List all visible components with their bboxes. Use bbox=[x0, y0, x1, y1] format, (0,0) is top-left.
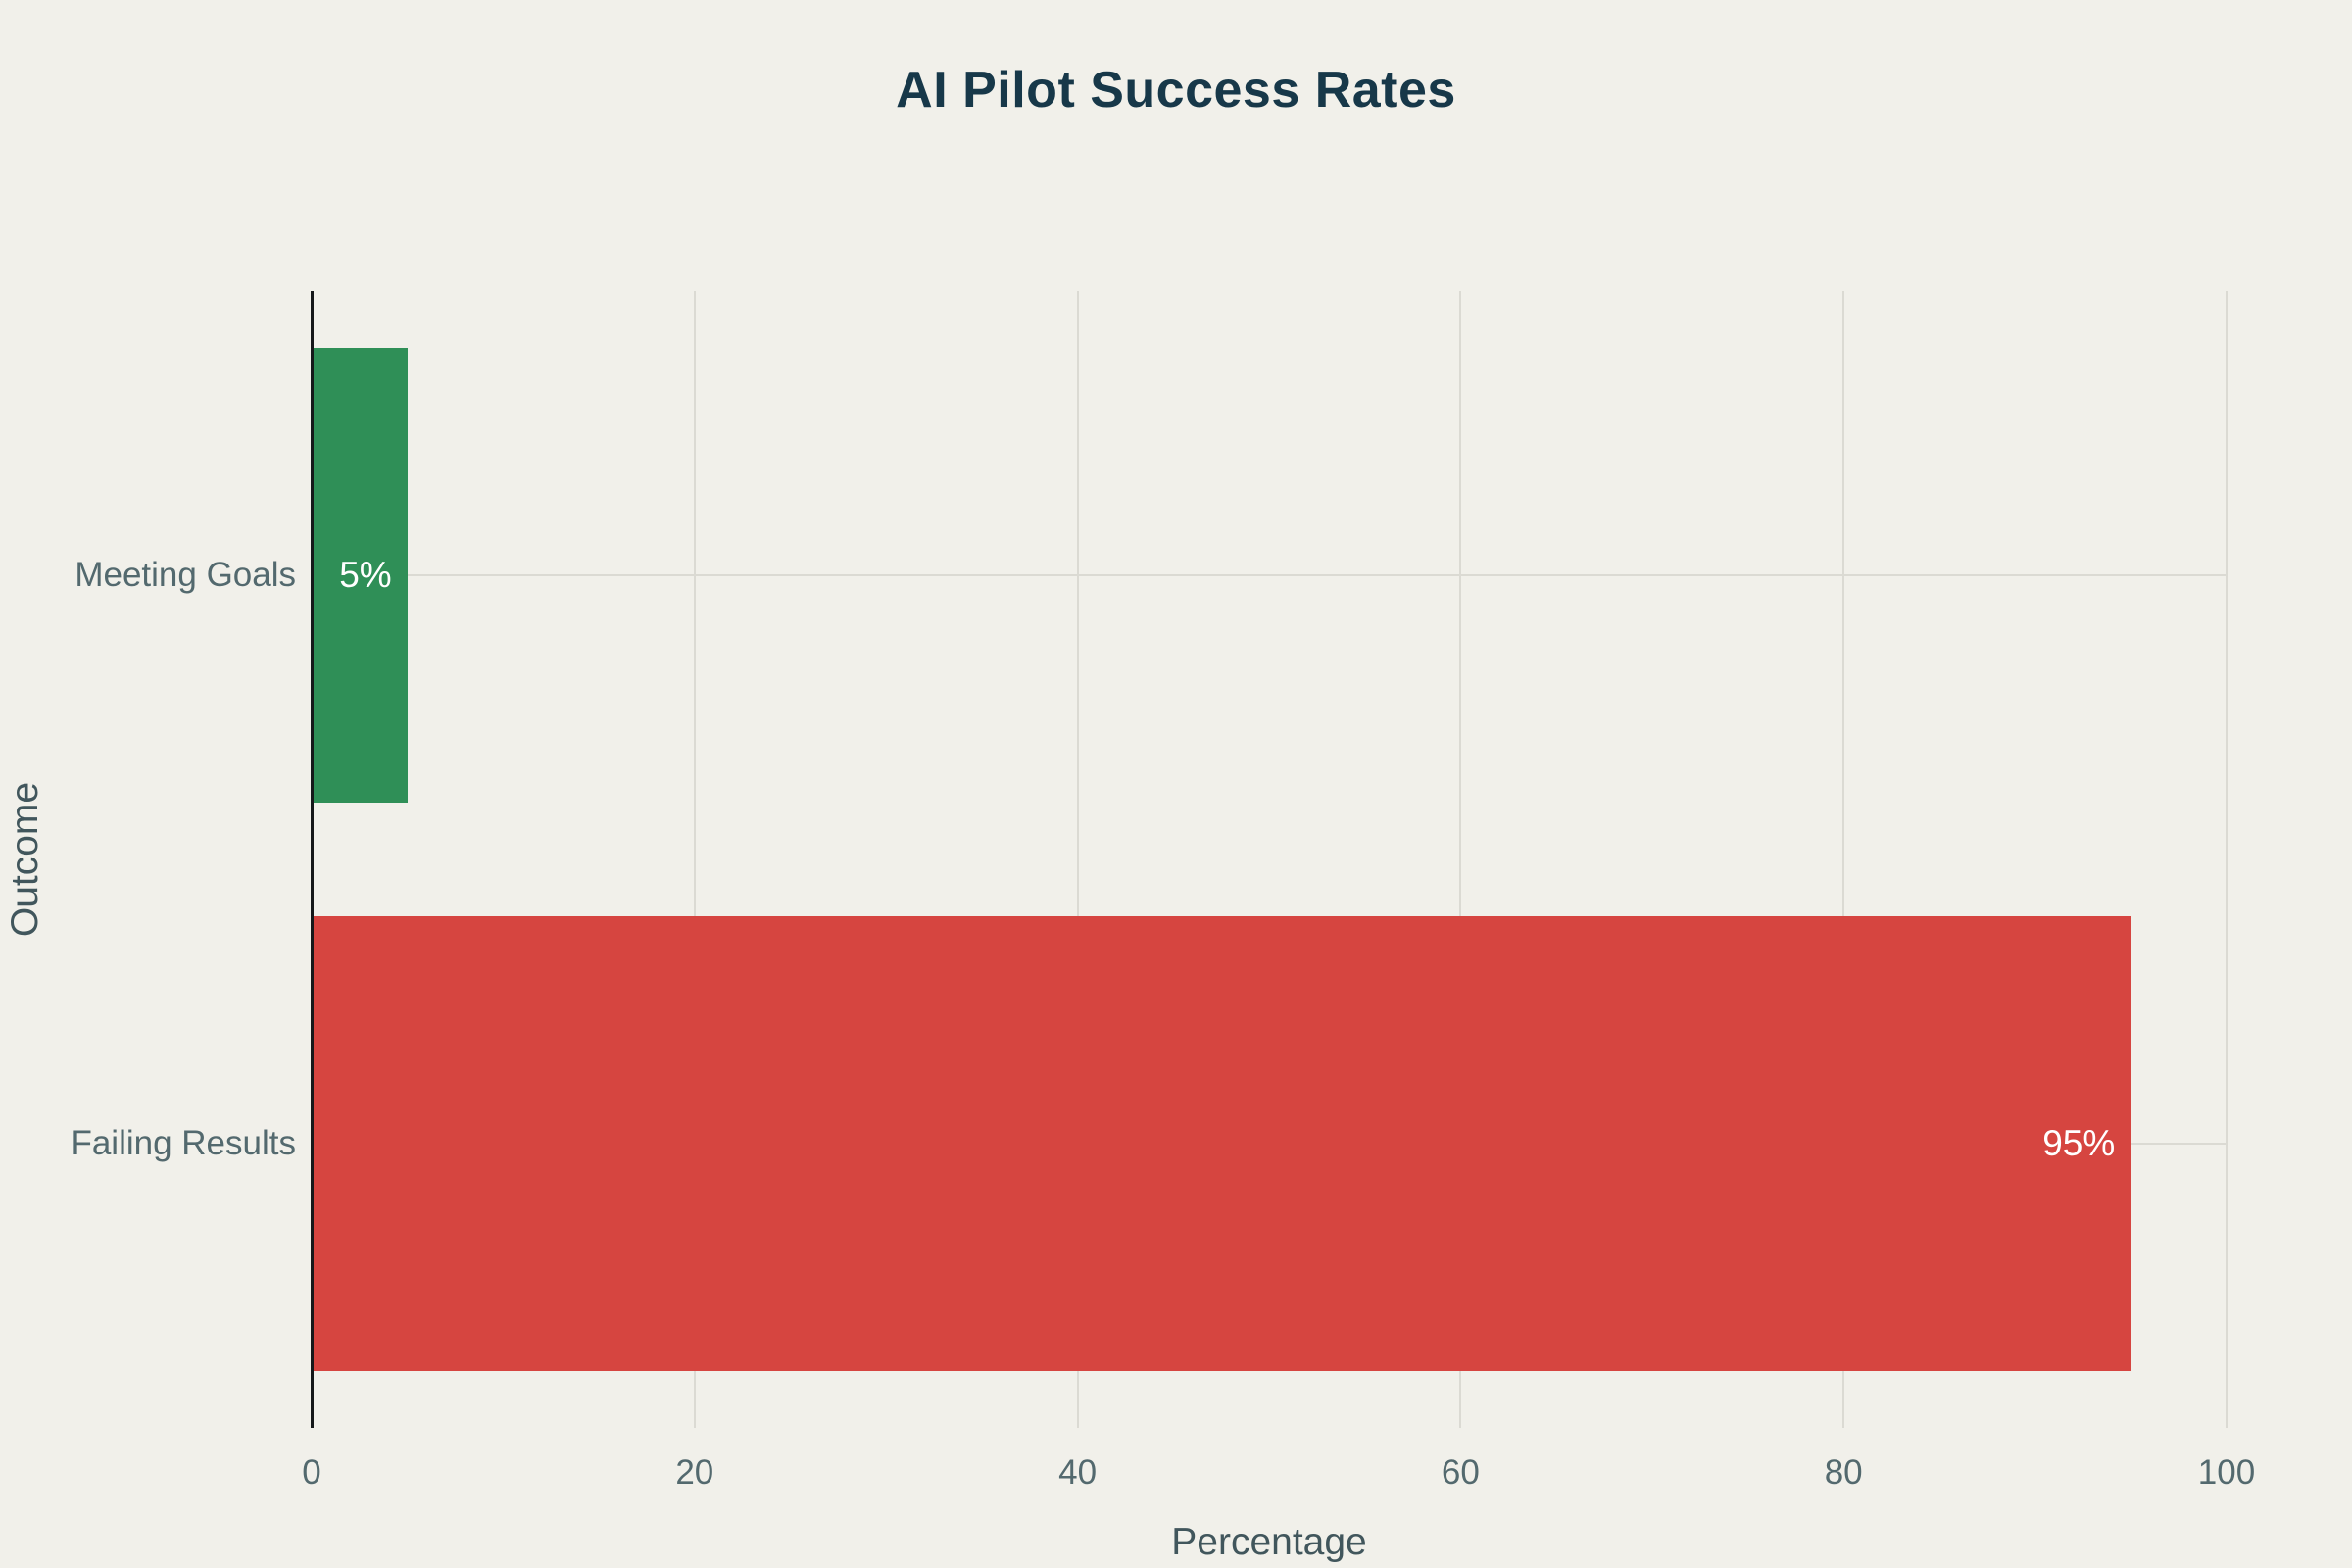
x-tick-label: 100 bbox=[2197, 1453, 2256, 1492]
vertical-gridline bbox=[1459, 291, 1462, 1428]
y-axis-title: Outcome bbox=[4, 781, 46, 938]
bar-value-label: 95% bbox=[2042, 1123, 2116, 1163]
chart-title: AI Pilot Success Rates bbox=[896, 62, 1456, 119]
vertical-gridline bbox=[1842, 291, 1845, 1428]
vertical-gridline bbox=[693, 291, 696, 1428]
x-tick-label: 20 bbox=[675, 1453, 714, 1492]
category-label: Failing Results bbox=[71, 1124, 296, 1162]
bar-value-label: 5% bbox=[339, 555, 392, 595]
bar: 95% bbox=[312, 916, 2132, 1371]
x-tick-label: 80 bbox=[1824, 1453, 1863, 1492]
vertical-gridline bbox=[1076, 291, 1079, 1428]
x-axis-title: Percentage bbox=[1171, 1521, 1367, 1563]
vertical-gridline bbox=[2226, 291, 2228, 1428]
y-axis-line bbox=[311, 291, 314, 1428]
x-tick-label: 60 bbox=[1441, 1453, 1480, 1492]
horizontal-gridline bbox=[312, 574, 2227, 576]
x-tick-label: 0 bbox=[302, 1453, 321, 1492]
category-label: Meeting Goals bbox=[74, 556, 296, 594]
plot-area: 0 20 40 60 80 100 Meeting Goals 5% Failing Resul… bbox=[71, 291, 2255, 1492]
bar: 5% bbox=[312, 348, 408, 803]
x-tick-label: 40 bbox=[1058, 1453, 1098, 1492]
